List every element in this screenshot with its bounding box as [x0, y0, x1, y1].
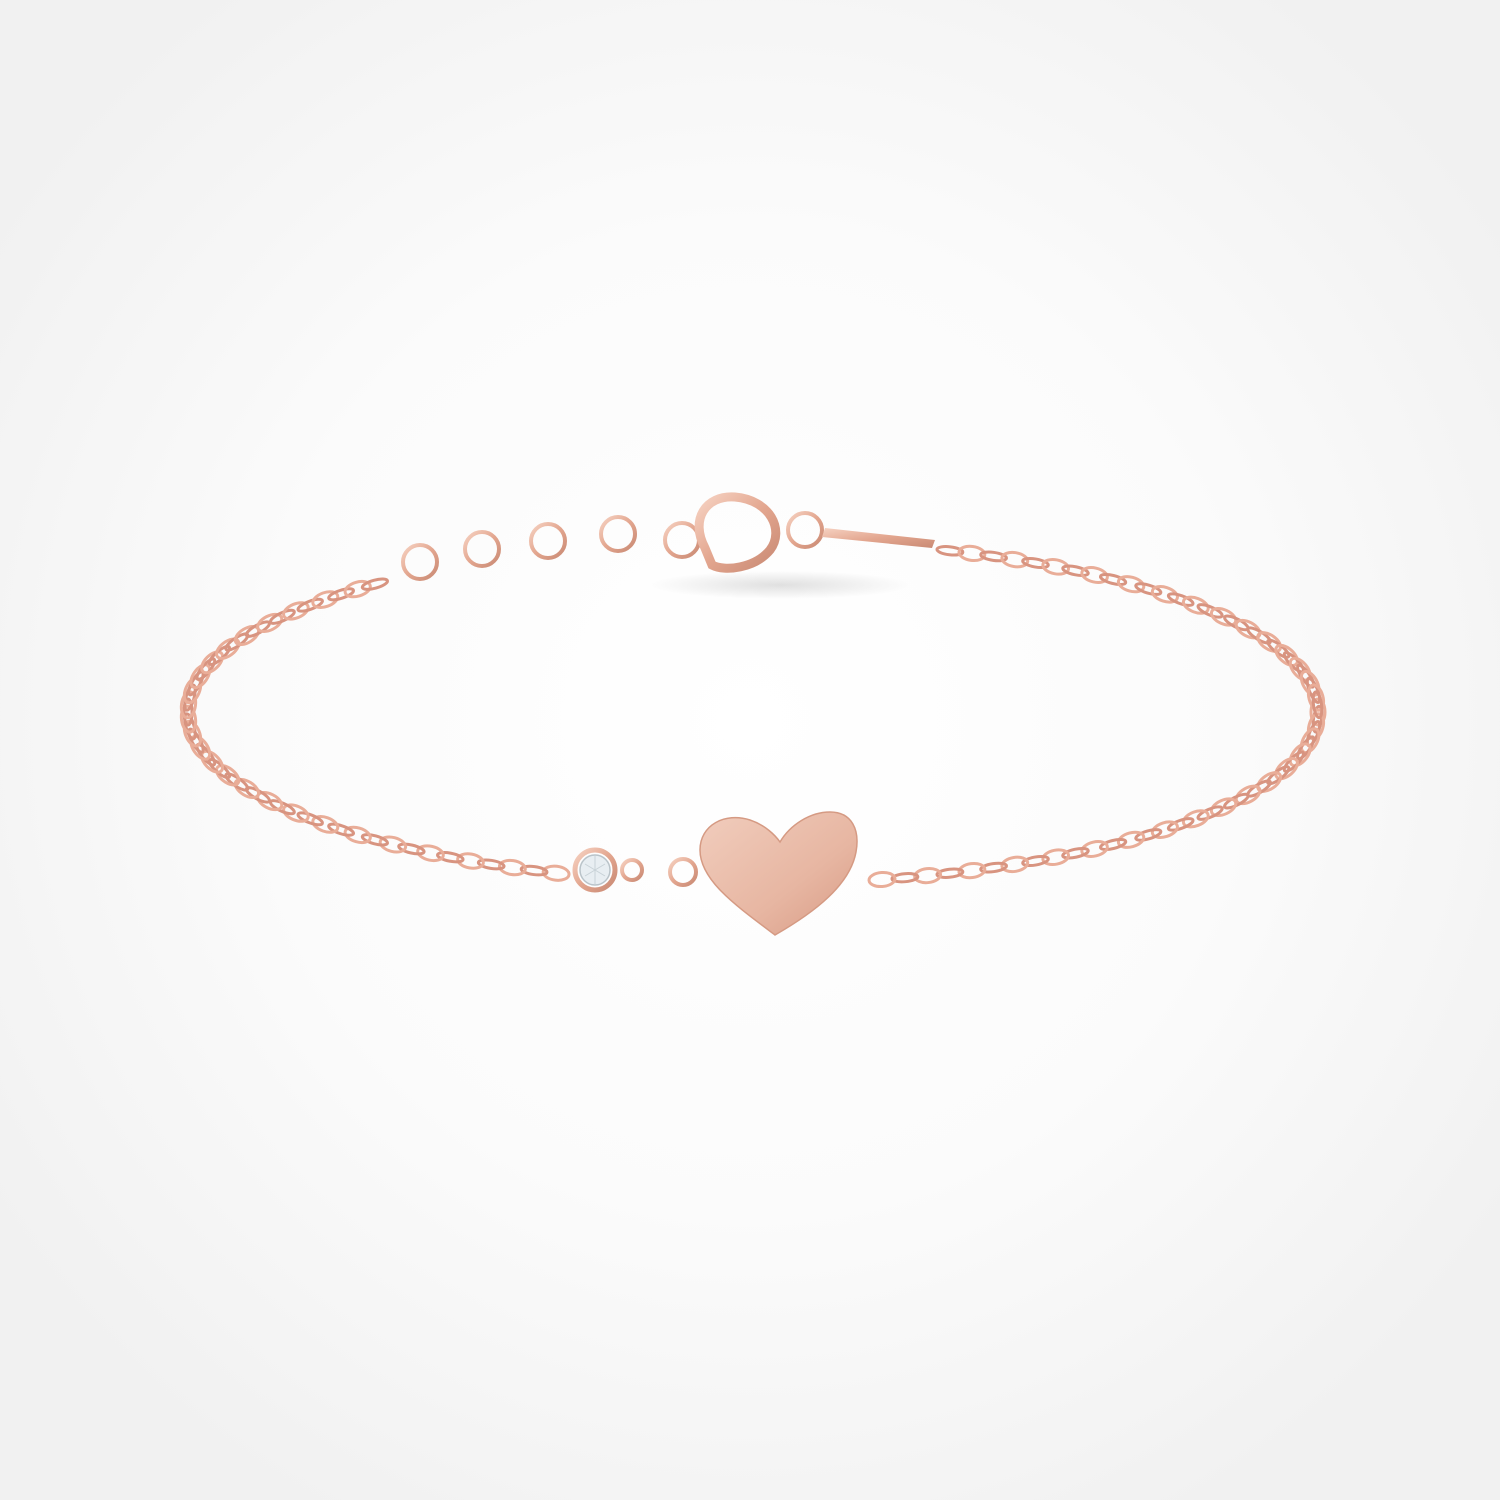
chain-link: [890, 872, 920, 884]
chain-link: [1080, 566, 1109, 584]
chain-link: [1098, 837, 1128, 852]
chain-link: [1000, 855, 1030, 874]
ring: [599, 515, 637, 553]
setting: [572, 847, 618, 893]
chain-link: [935, 545, 965, 557]
chain-link: [1196, 805, 1224, 821]
chain-link: [913, 867, 943, 885]
facets: [584, 856, 606, 884]
chain-link: [541, 864, 571, 882]
chain-link: [1021, 556, 1050, 570]
tag: [822, 528, 935, 548]
chain-link: [957, 861, 987, 880]
chain-link: [1209, 797, 1238, 818]
chain-link: [189, 663, 212, 690]
chain-link: [1288, 742, 1312, 768]
chain-link: [476, 858, 506, 871]
chain-link: [1041, 557, 1071, 576]
chain-link: [1166, 817, 1195, 832]
chain-link: [979, 550, 1008, 563]
chain-link: [311, 590, 340, 609]
chain-link: [497, 858, 527, 877]
chain-link: [1256, 631, 1283, 653]
chain-link: [311, 815, 340, 834]
chain-link: [233, 777, 261, 800]
chain-link: [1021, 854, 1050, 868]
extender: [401, 511, 824, 581]
chain-link: [282, 803, 310, 823]
chain-link: [1274, 757, 1299, 781]
chain-link: [256, 612, 284, 633]
chain-link: [296, 811, 324, 827]
chain-link: [296, 597, 324, 613]
ring: [529, 522, 567, 560]
clasp: [694, 492, 781, 573]
chain-link: [360, 833, 389, 847]
chain-link: [436, 851, 465, 864]
chain-link: [360, 577, 389, 591]
chain-link: [957, 544, 987, 563]
chain-link: [1166, 592, 1195, 607]
chain-link: [1181, 595, 1210, 615]
chain-link: [189, 734, 212, 761]
chain-link: [343, 579, 372, 599]
chain-link: [1150, 585, 1179, 604]
chain-link: [215, 637, 241, 660]
chain-link: [343, 825, 372, 845]
chain-link: [1311, 690, 1324, 720]
chain-link: [1098, 572, 1128, 587]
clasp-shadow: [650, 571, 910, 599]
chain-link: [179, 704, 198, 734]
diamond: [572, 847, 698, 893]
chain-link: [456, 852, 485, 870]
chain-link: [327, 822, 356, 837]
chain-link: [1196, 603, 1224, 619]
chain-link: [1181, 809, 1210, 829]
ring: [786, 511, 824, 549]
chain-link: [1309, 697, 1327, 727]
chain-link: [268, 608, 296, 625]
chain-link: [1274, 643, 1299, 667]
chain-link: [1306, 683, 1326, 712]
chain-link: [935, 867, 965, 879]
chain-link: [215, 764, 241, 787]
chain-link: [282, 601, 310, 621]
chain-link: [1116, 575, 1146, 594]
chain-link: [519, 864, 549, 877]
ring: [620, 858, 644, 882]
chain-link: [1150, 820, 1179, 839]
chain-link: [182, 719, 203, 748]
ring: [463, 530, 501, 568]
chain-link: [1134, 828, 1163, 842]
chain-link: [416, 844, 445, 863]
chain-link: [1000, 550, 1030, 569]
chain-link: [1061, 846, 1090, 860]
chain-link: [179, 690, 198, 720]
ring: [668, 857, 698, 887]
chain-link: [1223, 792, 1250, 810]
chain-link: [200, 650, 225, 675]
chain: [179, 544, 1327, 889]
chain-link: [397, 842, 426, 856]
heart-charm: [699, 811, 858, 936]
chain-link: [1061, 564, 1090, 578]
chain-link: [378, 835, 408, 854]
chain-link: [1299, 669, 1321, 697]
chain-link: [1041, 848, 1071, 867]
chain-link: [979, 861, 1008, 874]
chain-link: [1116, 830, 1146, 849]
chain-link: [327, 587, 356, 602]
ring: [401, 543, 439, 581]
chain-link: [1134, 582, 1163, 596]
chain-link: [867, 870, 897, 889]
chain-link: [1080, 840, 1109, 858]
